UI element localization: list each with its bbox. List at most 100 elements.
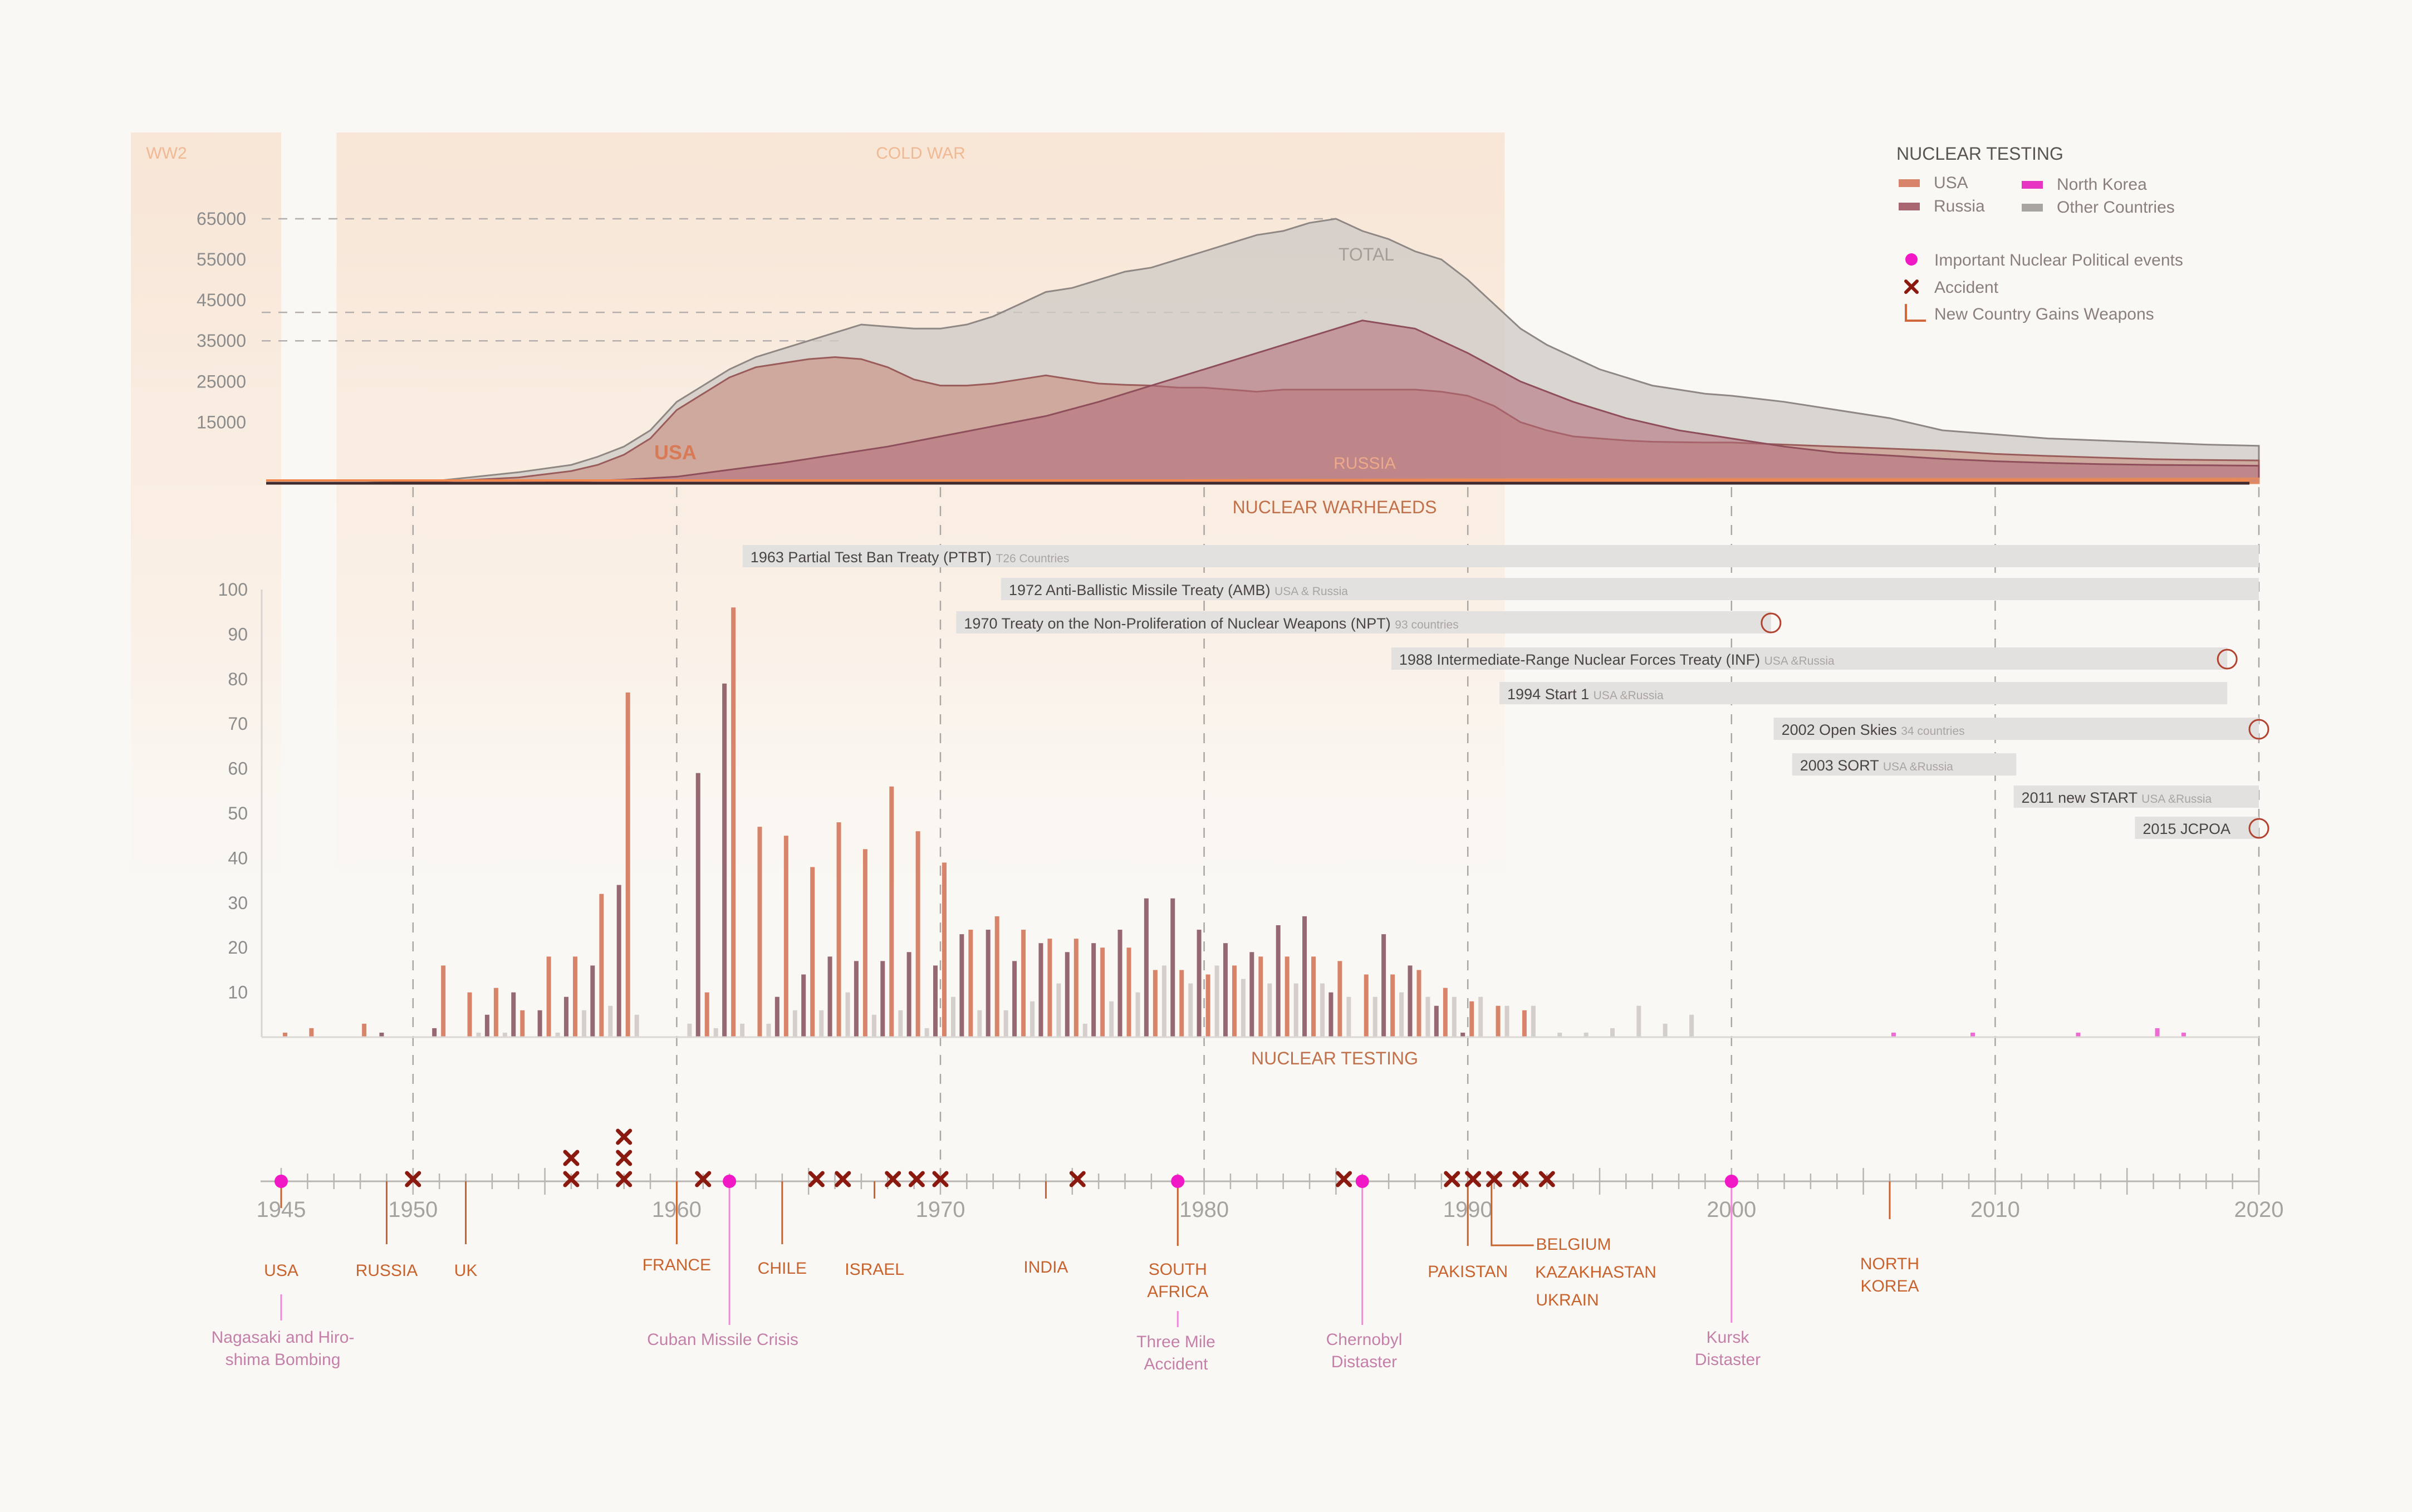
new-country-label-3: FRANCE [643, 1256, 711, 1274]
test-bar-russia-1989 [1434, 1005, 1439, 1037]
treaty-label-1: 1972 Anti-Ballistic Missile Treaty (AMB)… [1009, 582, 1348, 598]
event-label-line: Nagasaki and Hiro- [212, 1328, 355, 1347]
test-bar-russia-1949 [379, 1032, 384, 1037]
accident-mark-1991 [1486, 1171, 1503, 1187]
test-bar-other-countries-1974 [1056, 983, 1061, 1037]
accident-mark-1966 [835, 1171, 851, 1187]
series-label-total: TOTAL [1339, 244, 1394, 264]
accident-mark-1990 [1465, 1171, 1482, 1187]
test-bar-usa-1952 [467, 992, 472, 1037]
treaty-note: USA &Russia [1594, 689, 1664, 702]
new-country-label-9: BELGIUM [1536, 1235, 1611, 1254]
treaty-label-6: 2003 SORT USA &Russia [1800, 757, 1953, 774]
event-dot-4 [1724, 1175, 1738, 1188]
treaty-name: 1994 Start 1 [1507, 686, 1594, 703]
test-bar-usa-1945 [283, 1032, 287, 1037]
test-bar-other-countries-1989 [1452, 996, 1457, 1037]
warheads-ytick-25000: 25000 [197, 371, 246, 391]
test-bar-other-countries-1975 [1082, 1023, 1087, 1037]
test-bar-other-countries-1961 [713, 1028, 718, 1037]
treaty-label-4: 1994 Start 1 USA &Russia [1507, 686, 1664, 703]
testing-ytick-10: 10 [228, 983, 248, 1003]
test-bar-russia-1957 [590, 965, 595, 1037]
test-bar-usa-1964 [783, 836, 788, 1037]
test-bar-usa-1975 [1073, 939, 1078, 1037]
test-bar-other-countries-1978 [1161, 965, 1166, 1037]
event-dot-0 [274, 1175, 288, 1188]
test-bar-usa-1962 [731, 607, 736, 1037]
event-label-line: Three Mile [1136, 1333, 1215, 1351]
event-label-line: Cuban Missile Crisis [647, 1331, 798, 1349]
treaty-bar-5 [1773, 718, 2259, 740]
legend-swatch-3 [2022, 204, 2043, 212]
event-label-4: Kursk Distaster [1695, 1328, 1761, 1369]
test-bar-north-korea-2017 [2181, 1032, 2186, 1037]
treaty-label-0: 1963 Partial Test Ban Treaty (PTBT) T26 … [751, 549, 1070, 566]
era-label-1: COLD WAR [876, 144, 965, 163]
treaty-bar-1 [1001, 578, 2259, 600]
test-bar-usa-1983 [1285, 956, 1290, 1037]
accident-mark-1958 [616, 1150, 633, 1166]
test-bar-usa-1961 [704, 992, 709, 1037]
test-bar-russia-1988 [1408, 965, 1413, 1037]
test-bar-north-korea-2016 [2155, 1028, 2160, 1037]
treaty-name: 2003 SORT [1800, 757, 1883, 774]
test-bar-other-countries-1981 [1241, 979, 1246, 1037]
test-bar-usa-1971 [968, 930, 973, 1037]
test-bar-russia-1962 [722, 683, 727, 1037]
treaty-label-7: 2011 new START USA &Russia [2022, 789, 2212, 806]
test-bar-usa-1987 [1390, 974, 1395, 1037]
treaty-bar-7 [2013, 786, 2259, 808]
treaty-bar-4 [1499, 682, 2228, 704]
new-country-label-2: UK [454, 1261, 478, 1280]
testing-ytick-90: 90 [228, 624, 248, 644]
test-bar-russia-1961 [695, 773, 700, 1037]
event-label-0: Nagasaki and Hiro-shima Bombing [212, 1328, 355, 1369]
accident-mark-1975 [1069, 1171, 1086, 1187]
accident-mark-1956 [563, 1150, 580, 1166]
test-bar-usa-1958 [625, 692, 630, 1037]
treaty-name: 2015 JCPOA [2143, 821, 2230, 837]
test-bar-other-countries-1984 [1320, 983, 1325, 1037]
test-bar-russia-1956 [563, 996, 568, 1037]
legend-label-3: Other Countries [2057, 198, 2175, 217]
treaty-end-marker-2 [1761, 612, 1782, 634]
treaty-bar-6 [1792, 753, 2017, 775]
legend-label-2: Russia [1934, 197, 1985, 215]
test-bar-russia-1978 [1144, 898, 1149, 1037]
test-bar-russia-1975 [1065, 952, 1070, 1037]
new-country-label-7: SOUTH [1149, 1260, 1207, 1279]
treaty-label-8: 2015 JCPOA [2143, 821, 2230, 837]
accident-mark-1969 [908, 1171, 925, 1187]
test-bar-russia-1965 [801, 974, 806, 1037]
treaty-name: 1963 Partial Test Ban Treaty (PTBT) [751, 549, 996, 566]
test-bar-other-countries-1993 [1557, 1032, 1562, 1037]
test-bar-other-countries-1972 [1003, 1010, 1008, 1037]
test-bar-russia-1984 [1302, 916, 1307, 1037]
test-bar-usa-1951 [441, 965, 446, 1037]
accident-mark-1993 [1538, 1171, 1555, 1187]
new-country-label-11: UKRAIN [1536, 1291, 1599, 1309]
test-bar-other-countries-1996 [1636, 1005, 1641, 1037]
new-country-label-6: INDIA [1023, 1258, 1068, 1277]
treaty-note: 93 countries [1395, 618, 1458, 631]
testing-ytick-60: 60 [228, 759, 248, 779]
test-bar-other-countries-1964 [792, 1010, 797, 1037]
test-bar-other-countries-1966 [845, 992, 850, 1037]
test-bar-russia-1979 [1170, 898, 1175, 1037]
legend-swatch-2 [1899, 203, 1920, 210]
test-bar-other-countries-1982 [1267, 983, 1272, 1037]
test-bar-other-countries-1987 [1399, 992, 1404, 1037]
test-bar-usa-1954 [520, 1010, 525, 1037]
event-dot-3 [1355, 1175, 1369, 1188]
test-bar-russia-1972 [986, 930, 991, 1037]
era-band-0 [131, 132, 281, 962]
testing-ytick-20: 20 [228, 937, 248, 958]
year-label-2010: 2010 [1970, 1197, 2020, 1222]
era-label-0: WW2 [146, 144, 187, 163]
treaty-end-marker-3 [2217, 649, 2238, 670]
accident-mark-1970 [932, 1171, 949, 1187]
treaties-layer: 1963 Partial Test Ban Treaty (PTBT) T26 … [742, 545, 2269, 839]
test-bar-russia-1982 [1249, 952, 1254, 1037]
